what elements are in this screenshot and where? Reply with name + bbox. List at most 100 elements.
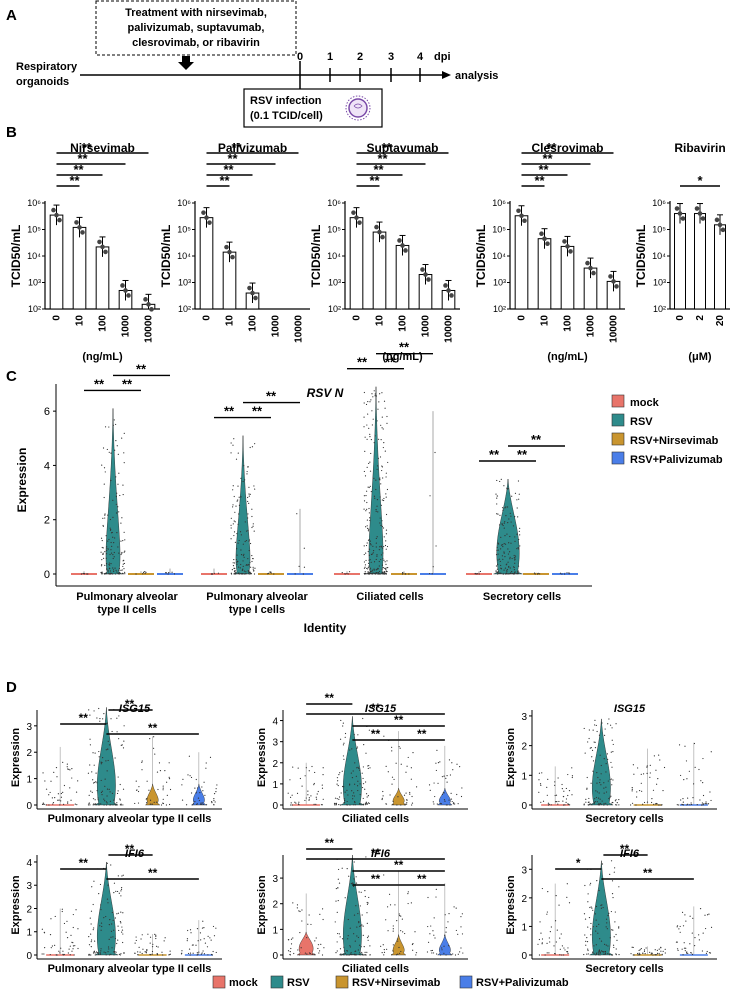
cell-dot bbox=[96, 717, 98, 719]
cell-dot bbox=[134, 952, 136, 954]
cell-dot bbox=[678, 744, 681, 746]
cell-dot bbox=[236, 563, 238, 565]
cell-dot bbox=[596, 801, 598, 803]
cell-dot bbox=[72, 948, 74, 950]
cell-dot bbox=[496, 513, 498, 515]
cell-dot bbox=[251, 526, 253, 529]
cell-dot bbox=[122, 484, 124, 486]
cell-dot bbox=[412, 949, 414, 951]
cell-dot bbox=[662, 950, 664, 952]
cell-dot bbox=[66, 937, 69, 939]
cell-dot bbox=[213, 935, 216, 937]
cell-dot bbox=[121, 744, 123, 746]
cell-dot bbox=[242, 480, 244, 483]
cell-dot bbox=[104, 564, 106, 566]
significance-label: ** bbox=[148, 866, 158, 880]
cell-dot bbox=[546, 786, 548, 788]
cell-dot bbox=[124, 550, 126, 552]
cell-dot bbox=[117, 925, 119, 927]
y-axis-label: Expression bbox=[256, 728, 268, 788]
cell-dot bbox=[405, 792, 407, 794]
cell-dot bbox=[396, 920, 398, 922]
cell-dot bbox=[100, 565, 103, 567]
group-label: Pulmonary alveolar bbox=[206, 591, 308, 603]
cell-dot bbox=[541, 772, 543, 774]
cell-dot bbox=[191, 804, 193, 806]
cell-dot bbox=[375, 569, 377, 571]
cell-dot bbox=[82, 572, 84, 575]
cell-dot bbox=[123, 531, 125, 533]
cell-dot bbox=[353, 734, 355, 736]
cell-dot bbox=[495, 570, 497, 572]
cell-dot bbox=[367, 765, 369, 767]
cell-dot bbox=[197, 953, 199, 955]
cell-dot bbox=[317, 944, 320, 946]
cell-dot bbox=[369, 470, 372, 472]
cell-dot bbox=[427, 896, 429, 899]
cell-dot bbox=[322, 774, 324, 776]
cell-dot bbox=[89, 744, 92, 746]
cell-dot bbox=[389, 794, 391, 796]
cell-dot bbox=[351, 748, 353, 750]
cell-dot bbox=[585, 801, 587, 803]
cell-dot bbox=[238, 539, 240, 542]
cell-dot bbox=[94, 952, 96, 954]
cell-dot bbox=[601, 863, 604, 865]
cell-dot bbox=[698, 934, 700, 936]
cell-dot bbox=[410, 902, 412, 904]
cell-dot bbox=[685, 920, 687, 922]
cell-dot bbox=[650, 953, 652, 955]
cell-dot bbox=[597, 776, 599, 779]
cell-dot bbox=[88, 953, 90, 955]
cell-dot bbox=[571, 767, 573, 769]
cell-dot bbox=[366, 527, 369, 529]
cell-dot bbox=[556, 929, 558, 931]
cell-dot bbox=[349, 783, 351, 785]
data-point bbox=[449, 293, 454, 298]
cell-dot bbox=[539, 921, 541, 923]
cell-dot bbox=[115, 476, 117, 478]
cell-dot bbox=[382, 477, 384, 479]
cell-dot bbox=[113, 882, 116, 884]
cell-dot bbox=[392, 944, 394, 946]
cell-dot bbox=[453, 802, 455, 804]
chart-title: Palivizumab bbox=[218, 141, 287, 155]
cell-dot bbox=[198, 799, 201, 802]
cell-dot bbox=[92, 929, 94, 931]
cell-dot bbox=[681, 911, 684, 913]
cell-dot bbox=[612, 896, 614, 899]
cell-dot bbox=[157, 788, 159, 791]
cell-dot bbox=[200, 953, 202, 955]
cell-dot bbox=[119, 798, 121, 800]
cell-dot bbox=[398, 946, 400, 949]
cell-dot bbox=[189, 954, 191, 956]
cell-dot bbox=[373, 561, 376, 563]
cell-dot bbox=[100, 929, 102, 931]
cell-dot bbox=[561, 787, 563, 790]
cell-dot bbox=[548, 803, 550, 805]
data-point bbox=[591, 270, 596, 276]
cell-dot bbox=[321, 784, 323, 786]
cell-dot bbox=[321, 908, 324, 910]
cell-dot bbox=[640, 947, 642, 950]
cell-dot bbox=[107, 573, 109, 575]
data-point bbox=[120, 283, 125, 288]
cell-dot bbox=[50, 918, 52, 920]
cell-dot bbox=[140, 938, 142, 940]
cell-dot bbox=[115, 503, 117, 505]
cell-dot bbox=[376, 554, 378, 556]
bar-10 bbox=[372, 231, 387, 310]
cell-dot bbox=[509, 558, 511, 560]
cell-dot bbox=[370, 452, 372, 455]
data-point bbox=[522, 218, 527, 224]
cell-dot bbox=[204, 942, 207, 944]
cell-dot bbox=[369, 567, 372, 569]
cell-dot bbox=[368, 548, 371, 550]
cell-dot bbox=[677, 949, 679, 951]
cell-dot bbox=[155, 937, 157, 940]
cell-dot bbox=[514, 540, 516, 542]
cell-dot bbox=[383, 571, 386, 573]
cell-dot bbox=[114, 537, 116, 539]
cell-dot bbox=[103, 804, 105, 806]
